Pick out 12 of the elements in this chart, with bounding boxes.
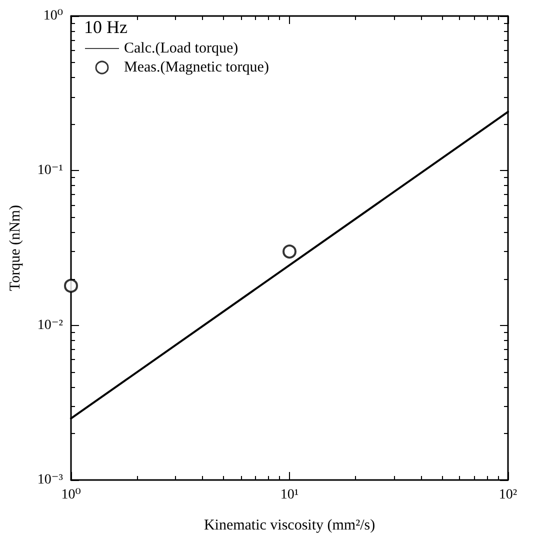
y-tick-label: 10⁻¹ [37, 163, 63, 178]
x-tick-label: 10⁰ [61, 488, 82, 502]
legend-label: Calc.(Load torque) [124, 40, 238, 56]
x-tick-label: 10¹ [280, 488, 299, 502]
legend-label: Meas.(Magnetic torque) [124, 60, 269, 76]
y-tick-label: 10⁻² [37, 318, 63, 333]
y-tick-label: 10⁻³ [37, 472, 63, 488]
x-axis-title: Kinematic viscosity (mm²/s) [204, 518, 376, 534]
x-tick-label: 10² [498, 488, 518, 502]
y-tick-label: 10⁰ [43, 8, 64, 24]
annotation: 10 Hz [84, 17, 128, 37]
y-axis-title: Torque (nNm) [8, 204, 24, 292]
